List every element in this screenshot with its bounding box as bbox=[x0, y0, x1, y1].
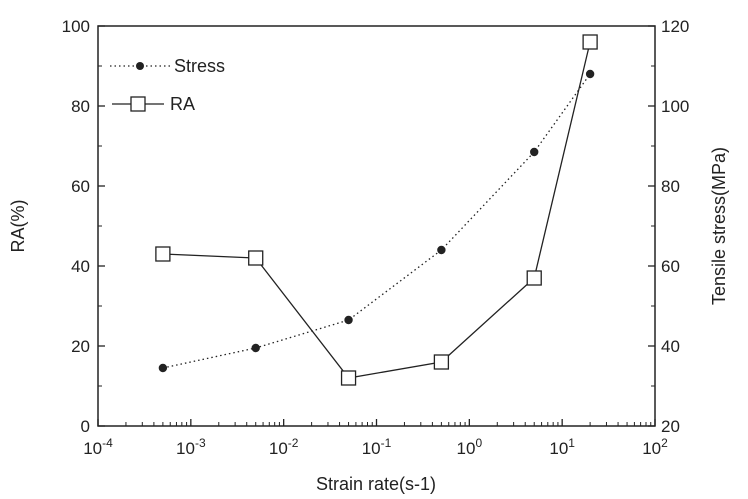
y-axis-right-label: Tensile stress(MPa) bbox=[709, 147, 729, 305]
y-left-tick-label: 20 bbox=[71, 337, 90, 356]
x-tick-label: 10-1 bbox=[362, 436, 392, 458]
y-left-tick-label: 0 bbox=[81, 417, 90, 436]
y-left-tick-label: 60 bbox=[71, 177, 90, 196]
legend-ra-label: RA bbox=[170, 94, 195, 114]
ra-series-line bbox=[162, 41, 591, 379]
ra-point bbox=[526, 270, 542, 286]
y-left-tick-label: 100 bbox=[62, 17, 90, 36]
y-right-tick-label: 100 bbox=[661, 97, 689, 116]
ra-point bbox=[155, 246, 171, 262]
stress-point bbox=[251, 343, 260, 353]
stress-point bbox=[158, 363, 168, 373]
x-tick-label: 101 bbox=[549, 436, 575, 458]
axis-tick-labels: 10-4 10-3 10-2 10-1 100 101 102 0 20 40 60 80 100 20 4… bbox=[62, 17, 690, 458]
ra-point bbox=[248, 250, 264, 266]
y-axis-left-label: RA(%) bbox=[8, 200, 28, 253]
x-axis-label: Strain rate(s-1) bbox=[316, 474, 436, 494]
stress-point bbox=[530, 147, 539, 157]
ra-point bbox=[340, 370, 357, 386]
x-tick-label: 102 bbox=[642, 436, 668, 458]
legend-stress-marker bbox=[136, 62, 144, 70]
stress-point bbox=[437, 245, 446, 255]
x-tick-label: 10-2 bbox=[269, 436, 299, 458]
y-right-tick-label: 40 bbox=[661, 337, 680, 356]
legend: Stress RA bbox=[110, 56, 225, 114]
stress-series-line bbox=[162, 73, 591, 369]
y-right-tick-label: 80 bbox=[661, 177, 680, 196]
y-left-tick-label: 80 bbox=[71, 97, 90, 116]
stress-point bbox=[344, 315, 353, 325]
y-right-tick-label: 120 bbox=[661, 17, 689, 36]
x-tick-label: 10-4 bbox=[83, 436, 113, 458]
legend-ra-marker bbox=[130, 96, 146, 112]
ra-point bbox=[433, 354, 450, 370]
plot-frame bbox=[97, 25, 656, 427]
series-layer bbox=[155, 34, 598, 386]
ra-point bbox=[582, 34, 598, 50]
y-right-tick-label: 60 bbox=[661, 257, 680, 276]
y-right-tick-label: 20 bbox=[661, 417, 680, 436]
y-left-tick-label: 40 bbox=[71, 257, 90, 276]
legend-stress-label: Stress bbox=[174, 56, 225, 76]
axis-ticks bbox=[97, 25, 656, 427]
stress-point bbox=[585, 69, 595, 79]
x-tick-label: 100 bbox=[457, 436, 483, 458]
x-tick-label: 10-3 bbox=[176, 436, 206, 458]
